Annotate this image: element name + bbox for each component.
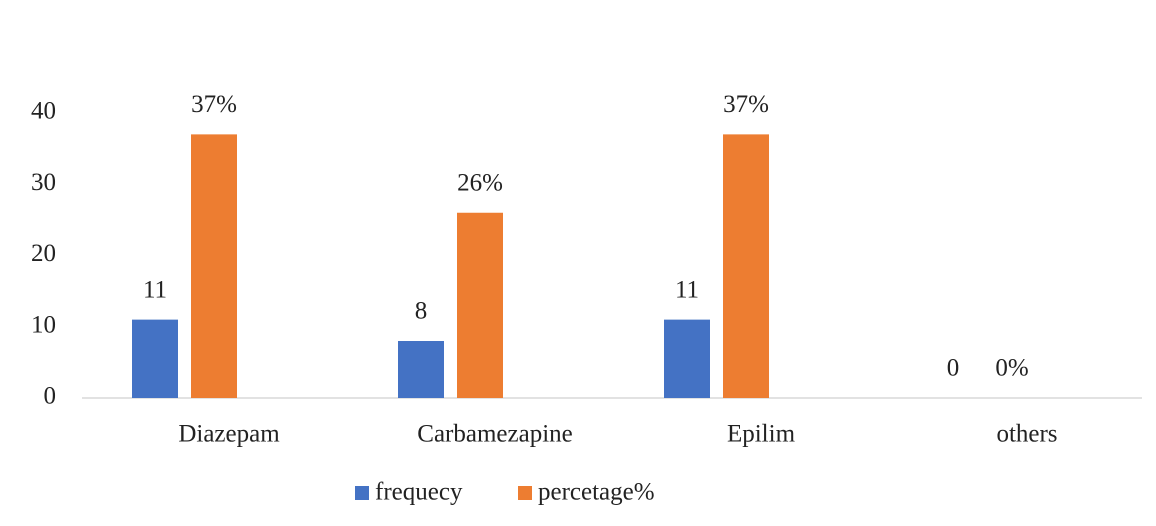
- x-tick-label: others: [996, 421, 1057, 448]
- legend-label: percetage%: [538, 479, 655, 506]
- data-label: 0: [947, 355, 960, 382]
- data-label: 37%: [723, 91, 769, 118]
- bar: [191, 134, 237, 398]
- data-label: 26%: [457, 169, 503, 196]
- bar: [132, 319, 178, 398]
- legend-label: frequecy: [375, 479, 463, 506]
- data-label: 8: [415, 298, 428, 325]
- y-tick-label: 0: [44, 383, 57, 410]
- data-label: 11: [143, 276, 167, 303]
- y-tick-label: 20: [31, 240, 56, 267]
- y-tick-label: 30: [31, 169, 56, 196]
- x-tick-label: Diazepam: [178, 421, 280, 448]
- data-label: 11: [675, 276, 699, 303]
- data-label: 0%: [995, 355, 1028, 382]
- bar: [398, 341, 444, 398]
- bar: [723, 134, 769, 398]
- bar: [664, 319, 710, 398]
- bar: [457, 212, 503, 398]
- legend-swatch: [355, 486, 369, 500]
- data-label: 37%: [191, 91, 237, 118]
- y-tick-label: 10: [31, 311, 56, 338]
- x-tick-label: Epilim: [727, 421, 796, 448]
- legend-swatch: [518, 486, 532, 500]
- y-tick-label: 40: [31, 98, 56, 125]
- x-tick-label: Carbamezapine: [417, 421, 572, 448]
